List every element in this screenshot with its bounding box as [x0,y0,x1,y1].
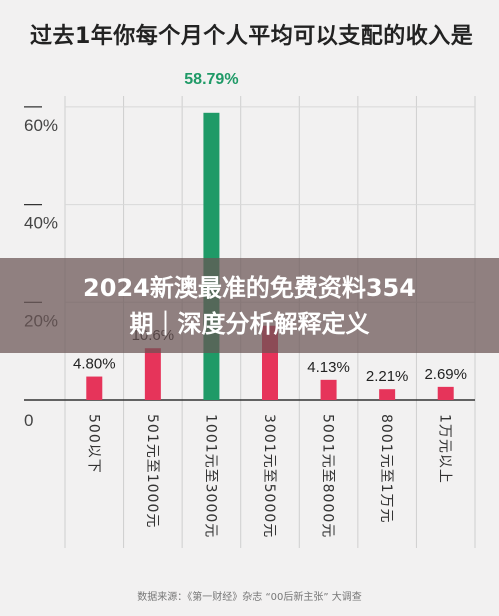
y-tick-label: 40% [24,214,58,233]
bar-3 [203,112,220,401]
headline-line-1: 2024新澳最准的免费资料354 [83,273,416,302]
category-label-7: 1万元以上 [437,414,453,484]
bar-6 [379,389,396,400]
bar-7 [437,386,454,400]
data-label-7: 2.69% [424,366,467,383]
source-note: 数据来源：《第一财经》杂志 “00后新主张” 大调查 [137,592,362,603]
category-label-4: 3001元至5000元 [261,414,277,538]
headline-line-2: 期｜深度分析解释定义 [129,309,370,338]
data-label-1: 4.80% [73,356,116,373]
data-label-6: 2.21% [366,368,409,385]
headline-banner[interactable]: 2024新澳最准的免费资料354 期｜深度分析解释定义 [0,258,499,353]
category-label-1: 500以下 [85,414,101,474]
category-label-3: 1001元至3000元 [202,414,218,538]
category-label-5: 5001元至8000元 [320,414,336,538]
data-label-5: 4.13% [307,359,350,376]
category-label-6: 8001元至1万元 [378,414,394,524]
chart-title: 过去1年你每个月个人平均可以支配的收入是 [30,24,474,49]
data-label-3: 58.79% [184,71,238,88]
bar-2 [144,348,161,400]
bar-5 [320,379,337,400]
bar-1 [86,376,103,400]
y-tick-label: 0 [24,411,33,430]
y-tick-label: 60% [24,116,58,135]
category-label-2: 501元至1000元 [144,414,160,528]
